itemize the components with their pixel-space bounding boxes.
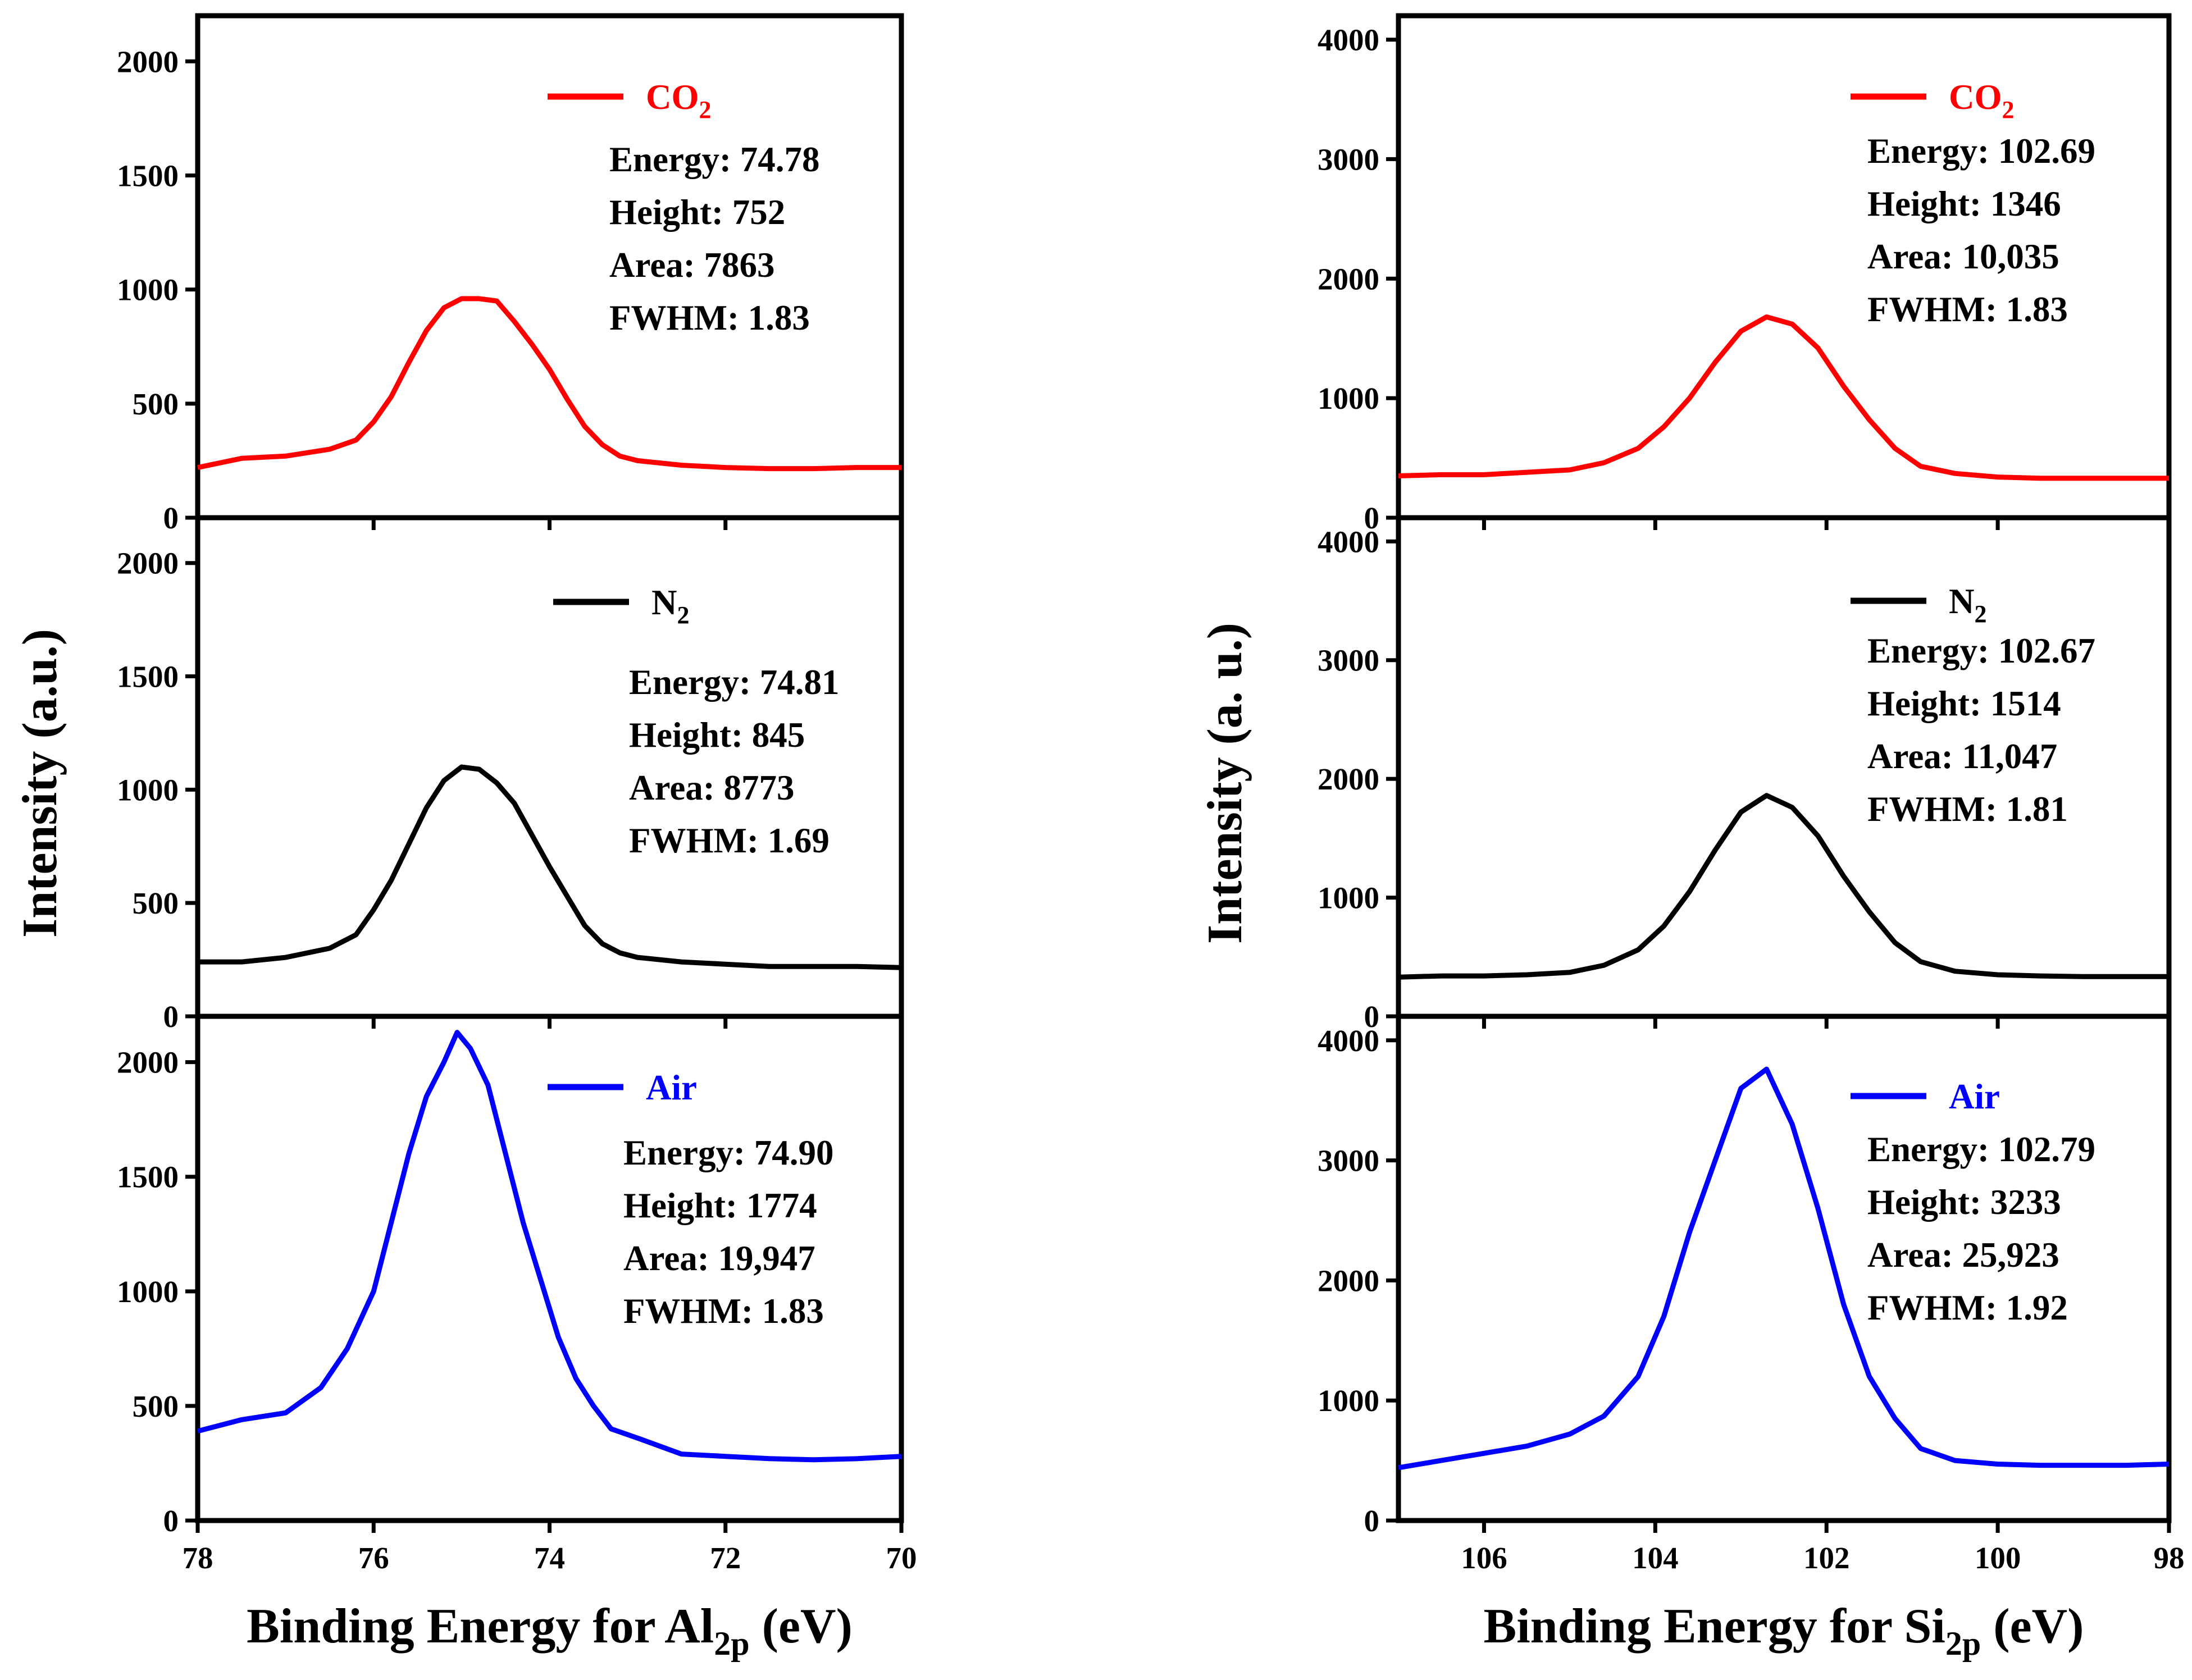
y-tick-label: 0 bbox=[1364, 1504, 1380, 1538]
panel-right-2: 0 1000 2000 3000 4000 106 104 102 100 98 Air Energy… bbox=[1318, 1014, 2185, 1662]
x-tick-label: 72 bbox=[710, 1541, 741, 1575]
y-tick-label: 3000 bbox=[1318, 643, 1379, 678]
panel-right-0: 0 1000 2000 3000 4000 CO2 Energy: 102.69 Height… bbox=[1318, 13, 2172, 535]
series-line bbox=[1398, 1066, 2170, 1471]
series-line bbox=[197, 1030, 902, 1463]
y-tick-label: 1000 bbox=[117, 273, 179, 307]
x-tick-label: 74 bbox=[534, 1541, 565, 1575]
y-tick-label: 2000 bbox=[117, 546, 179, 581]
x-tick-label: 104 bbox=[1632, 1541, 1679, 1575]
panel-left-1: 0 500 1000 1500 2000 N2 Energy: 74.81 Height: 8… bbox=[117, 515, 904, 1034]
y-tick-label: 500 bbox=[133, 886, 179, 920]
y-tick-label: 1000 bbox=[1318, 881, 1379, 915]
y-tick-label: 0 bbox=[1364, 501, 1380, 535]
y-tick-label: 0 bbox=[163, 1504, 179, 1538]
annotation-text: Area: 11,047 bbox=[1867, 737, 2057, 776]
plot-frame bbox=[1396, 1014, 2172, 1523]
y-tick-label: 500 bbox=[133, 1389, 179, 1423]
annotation-text: FWHM: 1.83 bbox=[1867, 290, 2068, 329]
annotation-text: Area: 10,035 bbox=[1867, 237, 2059, 276]
annotation-text: Height: 1346 bbox=[1867, 184, 2061, 223]
y-tick-label: 1500 bbox=[117, 1160, 179, 1194]
annotation-text: FWHM: 1.83 bbox=[609, 298, 810, 337]
annotation-text: Energy: 102.67 bbox=[1867, 631, 2095, 670]
y-tick-label: 2000 bbox=[117, 44, 179, 79]
panel-left-0: 0 500 1000 1500 2000 CO2 Energy: 74.78 Height: … bbox=[117, 13, 904, 535]
x-tick-label: 70 bbox=[886, 1541, 917, 1575]
y-tick-label: 4000 bbox=[1318, 524, 1379, 559]
legend-label: Air bbox=[1949, 1077, 2000, 1116]
x-tick-label: 78 bbox=[183, 1541, 213, 1575]
annotation-text: Height: 845 bbox=[629, 715, 805, 755]
legend-label: CO2 bbox=[1949, 77, 2015, 124]
plot-frame bbox=[195, 13, 904, 521]
x-tick-label: 102 bbox=[1803, 1541, 1850, 1575]
y-tick-label: 1000 bbox=[1318, 381, 1379, 416]
annotation-text: Area: 8773 bbox=[629, 768, 795, 807]
x-axis-label: Binding Energy for Al2p (eV) bbox=[247, 1599, 853, 1662]
annotation-text: FWHM: 1.81 bbox=[1867, 789, 2068, 829]
annotation-text: Energy: 102.69 bbox=[1867, 131, 2095, 171]
panel-left-2: 0 500 1000 1500 2000 78 76 74 72 70 Air Energy: 74.… bbox=[117, 1014, 917, 1662]
legend-label: Air bbox=[646, 1068, 697, 1107]
plot-frame bbox=[195, 515, 904, 1019]
y-tick-label: 0 bbox=[163, 999, 179, 1034]
annotation-text: Energy: 74.90 bbox=[623, 1133, 833, 1172]
y-tick-label: 500 bbox=[133, 387, 179, 421]
annotation-text: Energy: 74.78 bbox=[609, 140, 819, 179]
legend-label: CO2 bbox=[646, 77, 712, 124]
annotation-text: Height: 1774 bbox=[623, 1186, 817, 1225]
legend-label: N2 bbox=[1949, 582, 1987, 628]
series-line bbox=[197, 296, 901, 472]
annotation-text: FWHM: 1.69 bbox=[629, 821, 830, 860]
x-tick-label: 100 bbox=[1975, 1541, 2021, 1575]
annotation-text: FWHM: 1.83 bbox=[623, 1291, 824, 1331]
y-tick-label: 1000 bbox=[1318, 1384, 1379, 1418]
x-tick-label: 106 bbox=[1461, 1541, 1507, 1575]
y-tick-label: 0 bbox=[1364, 999, 1380, 1034]
y-tick-label: 4000 bbox=[1318, 1024, 1379, 1058]
y-tick-label: 2000 bbox=[117, 1046, 179, 1080]
y-tick-label: 3000 bbox=[1318, 142, 1379, 176]
y-tick-label: 2000 bbox=[1318, 262, 1379, 296]
y-axis-label-right: Intensity (a. u.) bbox=[1198, 623, 1252, 944]
x-tick-label: 98 bbox=[2154, 1541, 2185, 1575]
y-tick-label: 2000 bbox=[1318, 762, 1379, 796]
annotation-text: Height: 3233 bbox=[1867, 1183, 2061, 1222]
annotation-text: Height: 752 bbox=[609, 193, 785, 232]
series-line bbox=[198, 764, 902, 970]
series-line bbox=[1398, 793, 2169, 980]
y-tick-label: 3000 bbox=[1318, 1144, 1379, 1178]
y-tick-label: 2000 bbox=[1318, 1263, 1379, 1298]
annotation-text: FWHM: 1.92 bbox=[1867, 1288, 2068, 1327]
series-line bbox=[1398, 314, 2169, 481]
y-tick-label: 1000 bbox=[117, 1275, 179, 1309]
x-axis-label: Binding Energy for Si2p (eV) bbox=[1484, 1599, 2084, 1662]
annotation-text: Area: 7863 bbox=[609, 245, 775, 285]
annotation-text: Energy: 74.81 bbox=[629, 663, 839, 702]
annotation-text: Area: 19,947 bbox=[623, 1239, 815, 1278]
y-tick-label: 1000 bbox=[117, 773, 179, 807]
y-tick-label: 0 bbox=[163, 501, 179, 535]
y-tick-label: 1500 bbox=[117, 158, 179, 193]
x-tick-label: 76 bbox=[358, 1541, 389, 1575]
y-tick-label: 4000 bbox=[1318, 23, 1379, 57]
y-tick-label: 1500 bbox=[117, 660, 179, 694]
annotation-text: Area: 25,923 bbox=[1867, 1235, 2059, 1275]
annotation-text: Energy: 102.79 bbox=[1867, 1130, 2095, 1169]
y-axis-label-left: Intensity (a.u.) bbox=[13, 629, 67, 938]
annotation-text: Height: 1514 bbox=[1867, 684, 2061, 723]
legend-label: N2 bbox=[651, 583, 690, 629]
